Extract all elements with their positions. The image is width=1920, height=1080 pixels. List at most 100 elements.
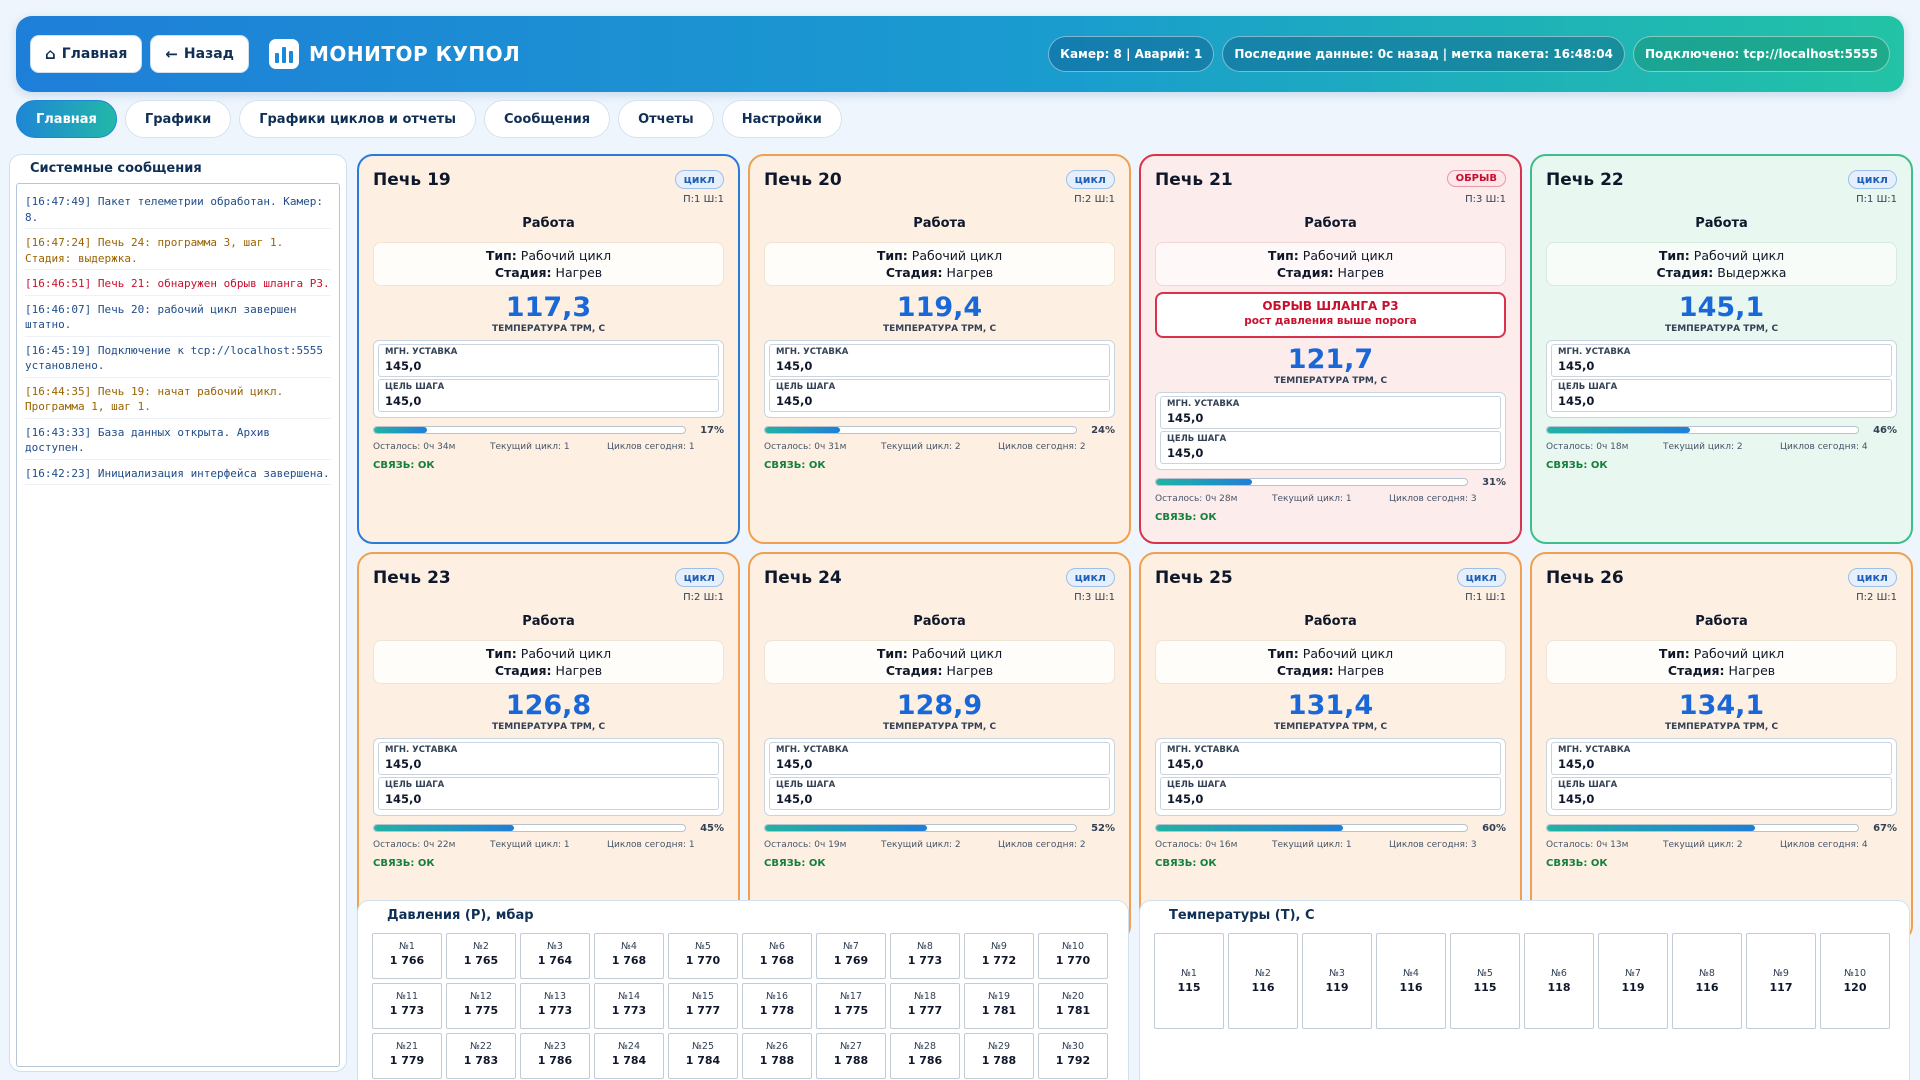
- tab-messages[interactable]: Сообщения: [483, 100, 611, 138]
- oven-card[interactable]: Печь 21 ОБРЫВ П:3 Ш:1 Работа Тип: Рабочий ци…: [1139, 154, 1522, 544]
- tab-settings[interactable]: Настройки: [721, 100, 842, 138]
- setpoint-row: МГН. УСТАВКА 145,0: [1160, 742, 1501, 775]
- pressure-cell-value: 1 781: [1055, 1004, 1091, 1017]
- temperature-cell-value: 119: [1325, 981, 1349, 994]
- cycle-stage-value: Нагрев: [1728, 663, 1776, 678]
- pressure-cell: №8 1 773: [890, 933, 960, 979]
- pressure-cell-value: 1 773: [389, 1004, 425, 1017]
- progress-bar-fill: [1547, 427, 1691, 433]
- current-cycle-value: 2: [1736, 442, 1743, 452]
- remaining-label: Осталось:: [764, 840, 812, 850]
- oven-card[interactable]: Печь 20 цикл П:2 Ш:1 Работа Тип: Рабочий цик…: [748, 154, 1131, 544]
- target-row: ЦЕЛЬ ШАГА 145,0: [378, 777, 719, 810]
- temperature-cell-value: 117: [1769, 981, 1793, 994]
- oven-card[interactable]: Печь 22 цикл П:1 Ш:1 Работа Тип: Рабочий цик…: [1530, 154, 1913, 544]
- setpoint-value: 145,0: [776, 359, 813, 373]
- cycle-info: Тип: Рабочий цикл Стадия: Нагрев: [1155, 242, 1506, 286]
- setpoint-row: МГН. УСТАВКА 145,0: [1551, 344, 1892, 377]
- pressure-cell: №12 1 775: [446, 983, 516, 1029]
- pressure-cell-value: 1 768: [611, 954, 647, 967]
- pressure-cell: №7 1 769: [816, 933, 886, 979]
- oven-card[interactable]: Печь 23 цикл П:2 Ш:1 Работа Тип: Рабочий цик…: [357, 552, 740, 942]
- back-button[interactable]: ← Назад: [150, 35, 249, 73]
- pressure-cell-label: №11: [396, 991, 418, 1002]
- current-cycle-label: Текущий цикл:: [881, 442, 953, 452]
- oven-card[interactable]: Печь 25 цикл П:1 Ш:1 Работа Тип: Рабочий цик…: [1139, 552, 1522, 942]
- current-cycle-stat: Текущий цикл: 1: [490, 442, 607, 454]
- remaining-value: 0ч 18м: [1596, 442, 1629, 452]
- pressure-cell-value: 1 773: [611, 1004, 647, 1017]
- current-cycle-stat: Текущий цикл: 1: [1272, 840, 1389, 852]
- tab-main[interactable]: Главная: [16, 100, 117, 138]
- setpoint-value: 145,0: [385, 757, 422, 771]
- cycles-today-label: Циклов сегодня:: [607, 840, 686, 850]
- pressure-cell-label: №28: [914, 1041, 936, 1052]
- remaining-value: 0ч 22м: [423, 840, 456, 850]
- link-status: СВЯЗЬ: ОК: [764, 460, 826, 471]
- temperature-cell-label: №5: [1477, 968, 1493, 979]
- temperature-cell: №7 119: [1598, 933, 1668, 1029]
- oven-header: Печь 25 цикл: [1155, 566, 1506, 588]
- tab-cycle-charts-reports[interactable]: Графики циклов и отчеты: [239, 100, 476, 138]
- temperature-cell: №6 118: [1524, 933, 1594, 1029]
- pressure-cell: №23 1 786: [520, 1033, 590, 1079]
- temperature-cells: №1 115 №2 116 №3 119 №4 116 №5 115 №6 118 №7 119 №8 116…: [1154, 933, 1890, 1029]
- pressure-cell: №27 1 788: [816, 1033, 886, 1079]
- target-value: 145,0: [776, 792, 813, 806]
- setpoint-box: МГН. УСТАВКА 145,0 ЦЕЛЬ ШАГА 145,0: [1546, 738, 1897, 816]
- pressure-cell-label: №5: [695, 941, 711, 952]
- oven-card[interactable]: Печь 24 цикл П:3 Ш:1 Работа Тип: Рабочий цик…: [748, 552, 1131, 942]
- temperature-value: 134,1: [1678, 690, 1765, 721]
- oven-name: Печь 26: [1546, 568, 1624, 588]
- remaining-value: 0ч 28м: [1205, 494, 1238, 504]
- home-button[interactable]: ⌂ Главная: [30, 35, 143, 73]
- temperature-cell-label: №1: [1181, 968, 1197, 979]
- setpoint-label: МГН. УСТАВКА: [1167, 745, 1240, 755]
- log-entry: [16:42:23] Инициализация интерфейса заве…: [25, 464, 331, 485]
- cycle-stage-label: Стадия:: [1276, 265, 1334, 280]
- oven-header: Печь 22 цикл: [1546, 168, 1897, 190]
- cycle-type-value: Рабочий цикл: [911, 248, 1003, 263]
- remaining-value: 0ч 19м: [814, 840, 847, 850]
- current-cycle-stat: Текущий цикл: 2: [881, 442, 998, 454]
- temperature-cell-label: №9: [1773, 968, 1789, 979]
- cycle-type-label: Тип:: [485, 646, 517, 661]
- oven-card[interactable]: Печь 19 цикл П:1 Ш:1 Работа Тип: Рабочий цик…: [357, 154, 740, 544]
- pressure-cell-label: №4: [621, 941, 637, 952]
- temperature-cell: №5 115: [1450, 933, 1520, 1029]
- progress-percent: 31%: [1482, 476, 1506, 488]
- pressure-cell-value: 1 778: [759, 1004, 795, 1017]
- log-entry: [16:46:07] Печь 20: рабочий цикл заверше…: [25, 300, 331, 337]
- alarm-title: ОБРЫВ ШЛАНГА P3: [1262, 299, 1399, 313]
- pressure-cell: №14 1 773: [594, 983, 664, 1029]
- temperature-cell-label: №6: [1551, 968, 1567, 979]
- temperature-cell-value: 118: [1547, 981, 1571, 994]
- tab-reports[interactable]: Отчеты: [618, 100, 714, 138]
- progress-bar-fill: [765, 825, 927, 831]
- link-status: СВЯЗЬ: ОК: [1155, 858, 1217, 869]
- message-log[interactable]: [16:47:49] Пакет телеметрии обработан. К…: [16, 183, 340, 1067]
- oven-header: Печь 24 цикл: [764, 566, 1115, 588]
- oven-state: Работа: [913, 216, 966, 231]
- temperature-cell-value: 120: [1843, 981, 1867, 994]
- pressure-cell-label: №9: [991, 941, 1007, 952]
- target-value: 145,0: [1558, 394, 1595, 408]
- setpoint-box: МГН. УСТАВКА 145,0 ЦЕЛЬ ШАГА 145,0: [764, 738, 1115, 816]
- tab-charts[interactable]: Графики: [124, 100, 232, 138]
- progress-row: 45%: [373, 822, 724, 834]
- cycle-stage-value: Нагрев: [1337, 265, 1385, 280]
- cycle-stage-label: Стадия:: [885, 663, 943, 678]
- oven-state: Работа: [913, 614, 966, 629]
- target-value: 145,0: [1558, 792, 1595, 806]
- pressure-cell-value: 1 775: [833, 1004, 869, 1017]
- temperature-value: 121,7: [1287, 344, 1374, 375]
- temperature-cell-value: 115: [1177, 981, 1201, 994]
- setpoint-label: МГН. УСТАВКА: [1167, 399, 1240, 409]
- temperature-cell-value: 119: [1621, 981, 1645, 994]
- target-label: ЦЕЛЬ ШАГА: [385, 780, 445, 790]
- oven-card[interactable]: Печь 26 цикл П:2 Ш:1 Работа Тип: Рабочий цик…: [1530, 552, 1913, 942]
- cycles-today-value: 2: [1079, 840, 1086, 850]
- pressure-cell: №17 1 775: [816, 983, 886, 1029]
- cycle-stage-value: Нагрев: [555, 265, 603, 280]
- temperature-cell-label: №2: [1255, 968, 1271, 979]
